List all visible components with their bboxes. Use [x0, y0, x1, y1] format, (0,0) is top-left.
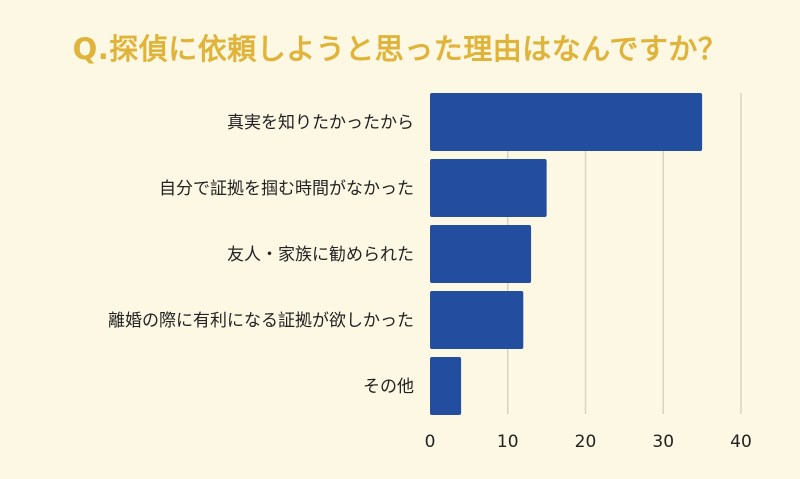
bar — [430, 291, 524, 349]
category-label: 真実を知りたかったから — [227, 113, 414, 133]
bar — [430, 93, 703, 151]
category-label: その他 — [363, 377, 414, 397]
x-tick-label: 40 — [730, 432, 752, 452]
bar — [430, 357, 462, 415]
bar — [430, 159, 547, 217]
category-label: 友人・家族に勧められた — [227, 245, 414, 265]
category-label: 離婚の際に有利になる証拠が欲しかった — [108, 311, 414, 331]
x-axis-tick-labels: 0 10 20 30 40 — [425, 432, 752, 452]
bar — [430, 225, 532, 283]
x-tick-label: 30 — [652, 432, 674, 452]
chart-title: Q.探偵に依頼しようと思った理由はなんですか？ — [72, 32, 728, 66]
category-label: 自分で証拠を掴む時間がなかった — [159, 179, 414, 199]
category-labels: 真実を知りたかったから自分で証拠を掴む時間がなかった友人・家族に勧められた離婚の… — [108, 113, 414, 397]
x-tick-label: 0 — [425, 432, 436, 452]
x-tick-label: 20 — [575, 432, 597, 452]
x-tick-label: 10 — [497, 432, 519, 452]
bars — [430, 93, 703, 415]
